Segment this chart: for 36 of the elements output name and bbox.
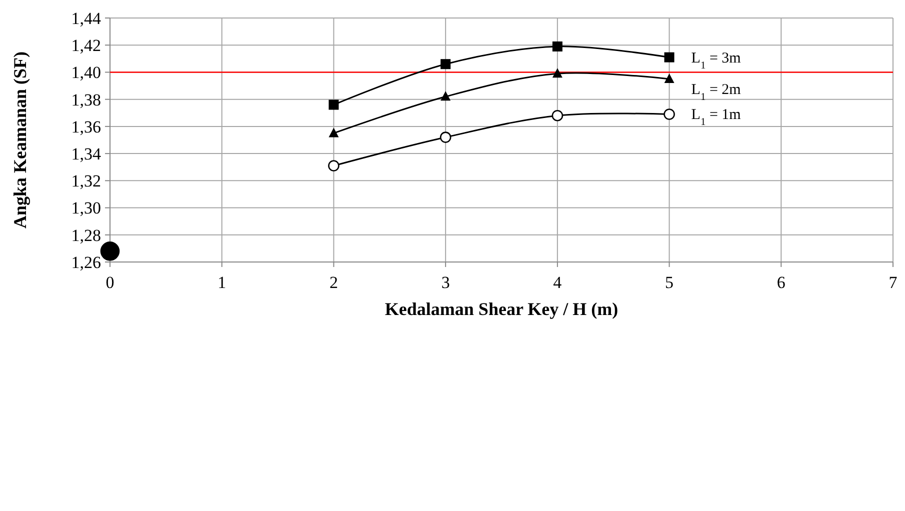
y-axis-title: Angka Keamanan (SF) <box>10 51 30 229</box>
y-tick-label: 1,32 <box>71 172 101 191</box>
y-tick-label: 1,28 <box>71 226 101 245</box>
y-tick-label: 1,40 <box>71 63 101 82</box>
point <box>440 132 452 143</box>
point <box>552 110 564 122</box>
x-tick-label: 4 <box>553 273 562 292</box>
point <box>552 41 562 52</box>
point <box>664 74 674 83</box>
x-tick-label: 3 <box>441 273 450 292</box>
point <box>328 128 339 138</box>
x-tick-label: 2 <box>329 273 338 292</box>
y-tick-label: 1,44 <box>71 8 102 28</box>
series-label: L$_{1}$ = 3m <box>691 50 742 71</box>
y-tick-label: 1,36 <box>71 117 101 136</box>
y-tick-label: 1,26 <box>71 252 101 272</box>
point <box>328 160 340 172</box>
point <box>440 91 451 101</box>
x-tick-label: 1 <box>218 273 226 292</box>
point <box>440 59 451 70</box>
point <box>664 52 674 62</box>
y-tick-label: 1,34 <box>71 144 102 164</box>
y-tick-label: 1,42 <box>71 36 101 56</box>
x-tick-label: 6 <box>776 273 786 292</box>
x-axis-title: Kedalaman Shear Key / H (m) <box>384 299 618 319</box>
point <box>552 68 562 78</box>
series-label: L$_{1}$ = 1m <box>691 107 742 128</box>
y-tick-label: 1,30 <box>71 198 101 218</box>
point <box>100 242 120 261</box>
point <box>328 100 339 110</box>
x-tick-label: 5 <box>665 273 674 292</box>
x-tick-label: 0 <box>106 273 114 292</box>
x-tick-label: 7 <box>888 273 898 292</box>
series-label: L$_{1}$ = 2m <box>691 82 742 102</box>
y-tick-label: 1,38 <box>71 90 101 110</box>
point <box>664 108 675 120</box>
